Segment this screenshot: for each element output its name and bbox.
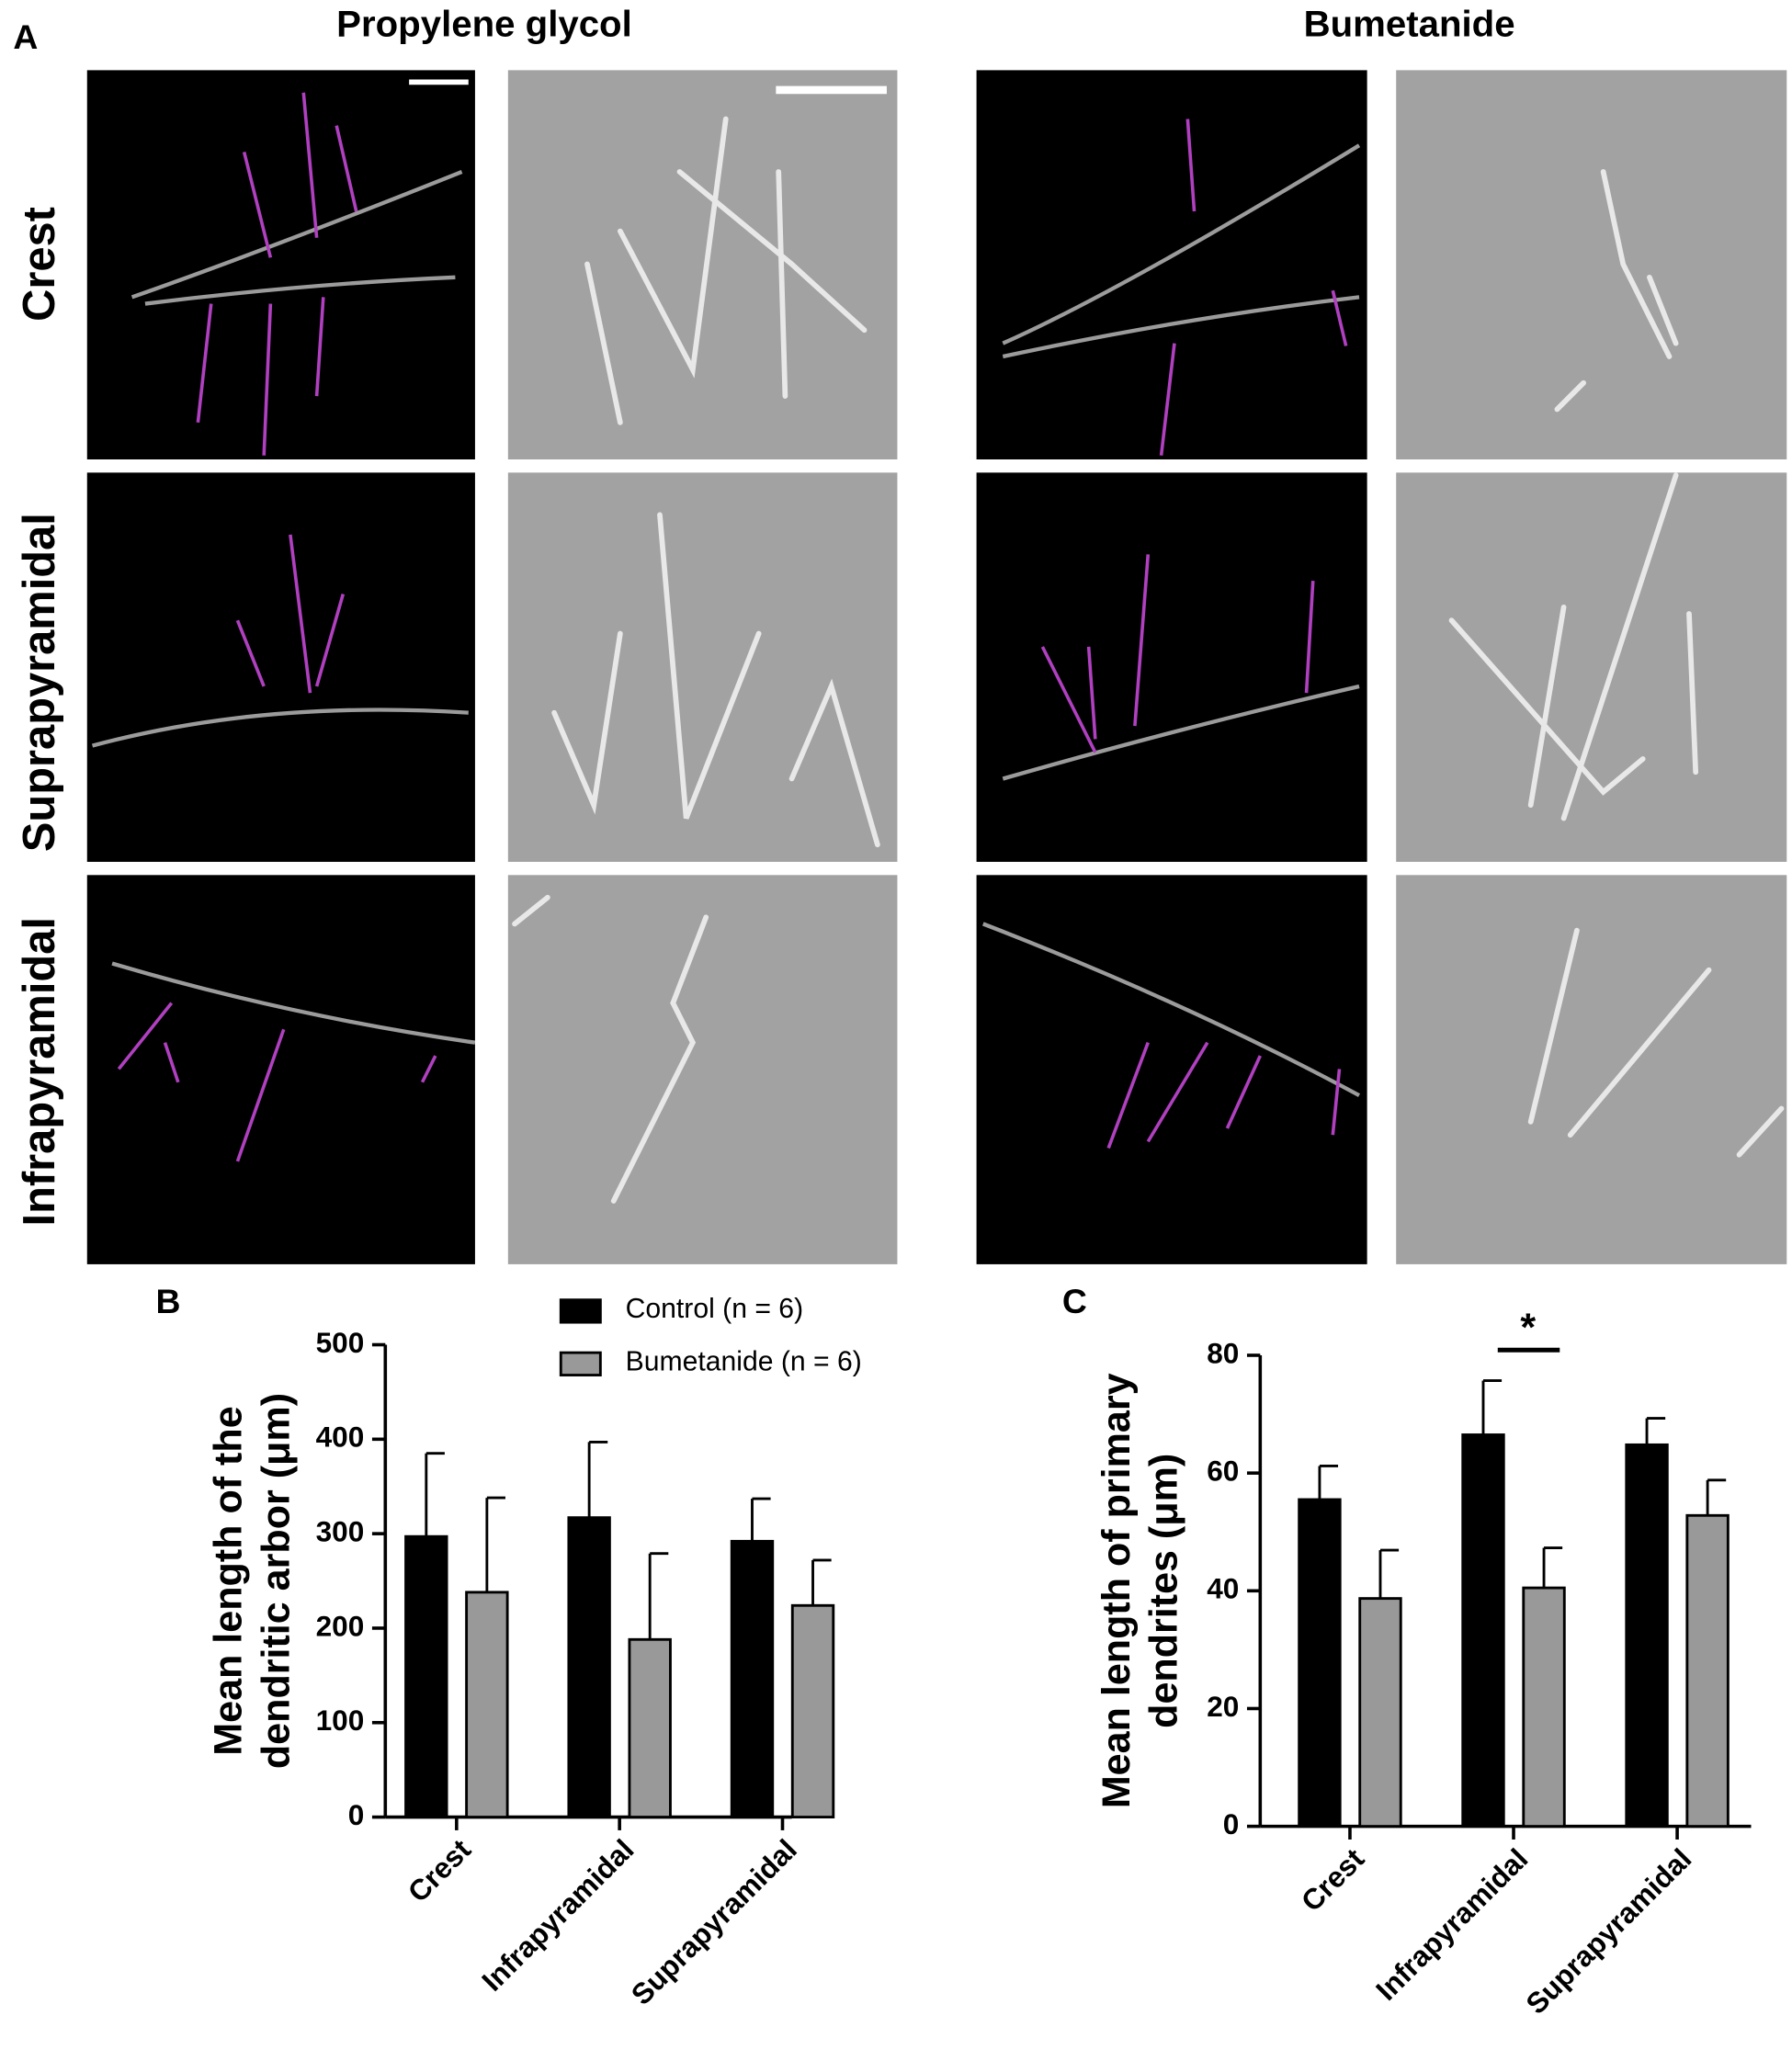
bar: [1298, 1498, 1342, 1829]
column-title: Bumetanide: [1304, 4, 1515, 45]
bar: [1461, 1433, 1505, 1829]
y-tick-label: 300: [316, 1514, 365, 1547]
y-tick-label: 200: [316, 1609, 365, 1642]
panel-label: B: [155, 1282, 180, 1320]
bar: [404, 1534, 448, 1819]
y-tick-label: 60: [1207, 1454, 1239, 1487]
y-tick-label: 80: [1207, 1336, 1239, 1369]
y-tick-label: 0: [348, 1798, 365, 1831]
y-tick-label: 20: [1207, 1690, 1239, 1723]
y-tick-label: 0: [1223, 1807, 1240, 1840]
x-tick-label: Crest: [402, 1832, 478, 1908]
panel-label: A: [13, 17, 38, 56]
x-tick-label: Suprapyramidal: [625, 1833, 803, 2011]
legend-swatch: [559, 1351, 602, 1376]
bar: [1358, 1597, 1402, 1829]
y-axis-label: dendrites (μm): [1142, 1454, 1186, 1728]
row-label: Crest: [15, 207, 64, 322]
bar: [567, 1516, 611, 1819]
y-axis-label: Mean length of the: [207, 1406, 251, 1755]
bar: [628, 1637, 672, 1819]
y-tick-label: 400: [316, 1421, 365, 1454]
bar: [465, 1591, 509, 1819]
x-tick-label: Suprapyramidal: [1519, 1842, 1697, 2021]
legend-label: Bumetanide (n = 6): [626, 1347, 862, 1377]
legend-swatch: [559, 1298, 602, 1324]
micrographs: [86, 70, 1787, 1264]
x-tick-label: Infrapyramidal: [1369, 1842, 1534, 2007]
y-tick-label: 40: [1207, 1572, 1239, 1605]
bar: [1522, 1586, 1566, 1829]
column-title: Propylene glycol: [336, 4, 632, 45]
bar: [1625, 1443, 1669, 1829]
y-tick-label: 500: [316, 1326, 365, 1359]
row-label: Infrapyramidal: [15, 917, 64, 1226]
panel-label: C: [1062, 1282, 1087, 1320]
y-tick-label: 100: [316, 1704, 365, 1737]
row-label: Suprapyramidal: [15, 513, 64, 852]
bar: [1685, 1513, 1730, 1829]
y-axis-label: dendritic arbor (μm): [254, 1393, 298, 1769]
x-tick-label: Crest: [1295, 1841, 1371, 1918]
bar: [730, 1539, 775, 1819]
legend-label: Control (n = 6): [626, 1294, 803, 1324]
y-axis-label: Mean length of primary: [1094, 1373, 1139, 1808]
annotation: *: [1520, 1306, 1536, 1350]
bar: [790, 1603, 835, 1819]
x-tick-label: Infrapyramidal: [475, 1833, 640, 1998]
